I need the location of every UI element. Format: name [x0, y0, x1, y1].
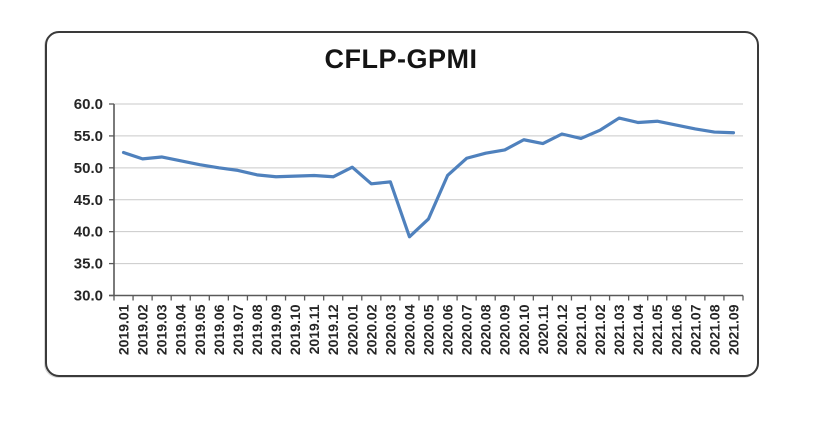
x-tick-label: 2021.04: [630, 304, 646, 355]
x-tick-label: 2020.06: [440, 304, 456, 355]
x-tick-label: 2019.06: [211, 304, 227, 355]
x-tick-label: 2020.12: [554, 304, 570, 355]
x-tick-label: 2021.08: [706, 304, 722, 355]
x-tick-label: 2020.05: [421, 304, 437, 355]
x-tick-label: 2021.09: [725, 304, 741, 355]
x-tick-label: 2019.07: [230, 304, 246, 355]
x-tick-label: 2021.05: [649, 304, 665, 355]
x-tick-label: 2020.08: [478, 304, 494, 355]
x-tick-label: 2020.10: [516, 304, 532, 355]
chart-frame: [45, 31, 759, 377]
x-tick-label: 2020.09: [497, 304, 513, 355]
y-tick-label: 55.0: [74, 128, 103, 145]
x-tick-label: 2021.06: [668, 304, 684, 355]
x-tick-label: 2020.07: [459, 304, 475, 355]
x-tick-label: 2019.09: [268, 304, 284, 355]
x-tick-label: 2020.01: [344, 304, 360, 355]
y-tick-label: 50.0: [74, 160, 103, 177]
x-tick-label: 2021.03: [611, 304, 627, 355]
x-tick-label: 2019.08: [249, 304, 265, 355]
x-tick-label: 2020.02: [363, 304, 379, 355]
x-tick-label: 2019.12: [325, 304, 341, 355]
x-tick-label: 2020.04: [401, 304, 417, 355]
x-tick-label: 2019.03: [154, 304, 170, 355]
x-tick-label: 2019.02: [135, 304, 151, 355]
x-tick-label: 2021.02: [592, 304, 608, 355]
pmi-line-series: [121, 116, 736, 239]
x-tick-label: 2019.01: [116, 304, 132, 355]
x-tick-label: 2020.11: [535, 304, 551, 354]
chart-title: CFLP-GPMI: [324, 44, 478, 74]
x-tick-label: 2019.11: [306, 304, 322, 354]
y-tick-label: 40.0: [74, 224, 103, 241]
y-tick-label: 60.0: [74, 96, 103, 113]
x-tick-label: 2020.03: [382, 304, 398, 355]
x-tick-label: 2019.04: [173, 304, 189, 355]
y-tick-label: 45.0: [74, 192, 103, 209]
y-tick-label: 35.0: [74, 256, 103, 273]
x-tick-label: 2021.07: [687, 304, 703, 355]
x-tick-label: 2019.10: [287, 304, 303, 355]
x-tick-label: 2021.01: [573, 304, 589, 355]
y-tick-label: 30.0: [74, 288, 103, 305]
x-tick-label: 2019.05: [192, 304, 208, 355]
